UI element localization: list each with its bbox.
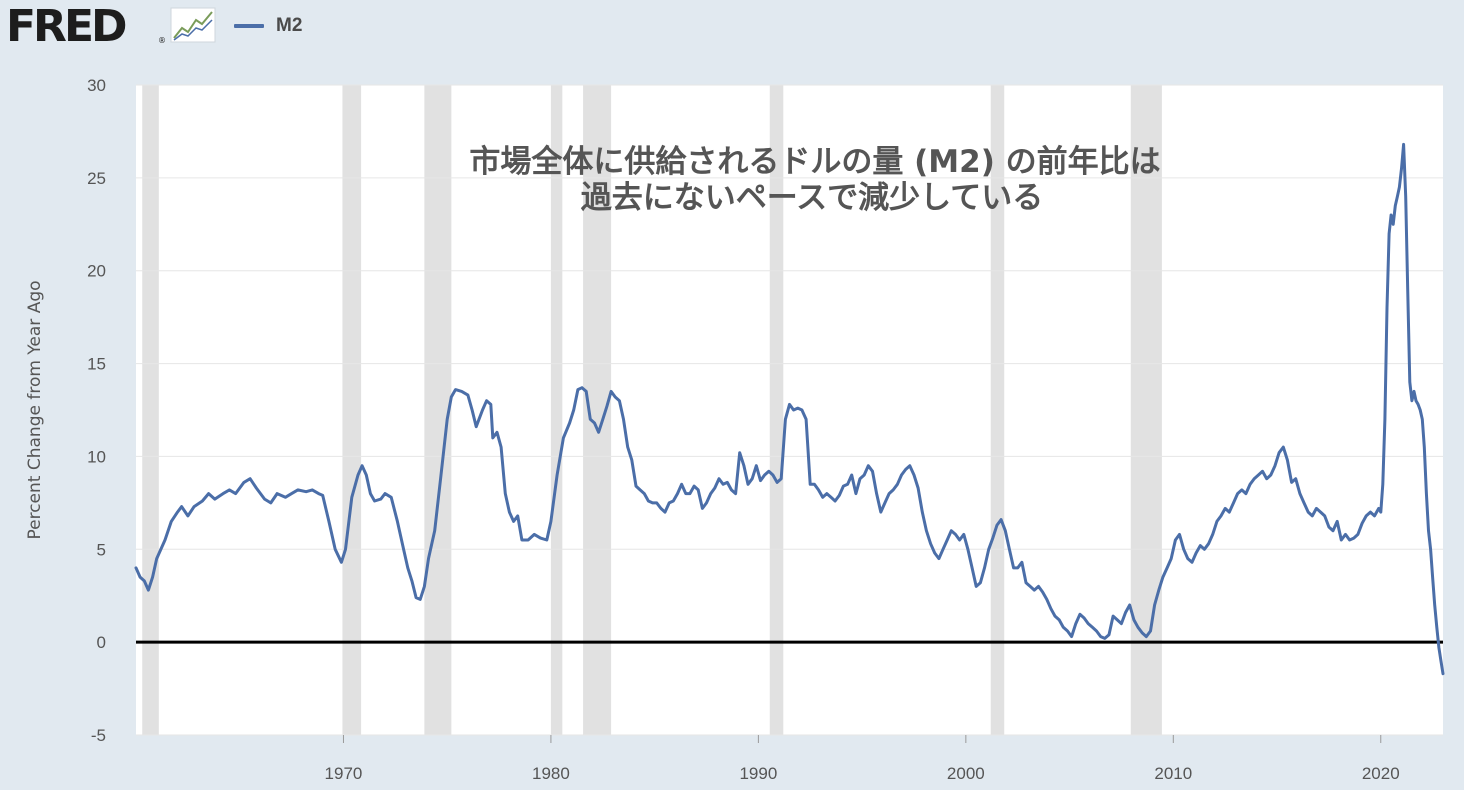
x-tick-label: 2020 — [1362, 764, 1400, 783]
line-graph-icon — [170, 7, 216, 43]
annotation-line-1: 市場全体に供給されるドルの量 (M2) の前年比は — [469, 144, 1160, 180]
y-tick-label: 25 — [87, 169, 106, 188]
x-tick-label: 1990 — [739, 764, 777, 783]
legend-label: M2 — [276, 15, 303, 36]
legend[interactable]: M2 — [234, 12, 302, 40]
y-axis-label: Percent Change from Year Ago — [25, 280, 45, 539]
legend-swatch — [234, 24, 264, 28]
y-tick-label: 20 — [87, 262, 106, 281]
x-axis-ticks: 1970 1980 1990 2000 2010 2020 — [325, 735, 1400, 783]
y-tick-label: 0 — [97, 633, 106, 652]
fred-logo[interactable]: FRED — [6, 1, 128, 52]
annotation-line-2: 過去にないペースで減少している — [581, 180, 1044, 216]
x-tick-label: 1980 — [532, 764, 570, 783]
recession-band — [769, 85, 784, 735]
x-tick-label: 2000 — [947, 764, 985, 783]
registered-mark: ® — [158, 36, 166, 45]
recession-band — [424, 85, 452, 735]
header: FRED ® M2 — [0, 0, 1464, 60]
y-tick-label: -5 — [91, 726, 106, 745]
y-tick-label: 10 — [87, 447, 106, 466]
y-tick-label: 30 — [87, 76, 106, 95]
series-line-m2 — [134, 142, 1445, 676]
y-axis-ticks: -5 0 5 10 15 20 25 30 — [87, 76, 106, 745]
recession-band — [550, 85, 563, 735]
y-tick-label: 15 — [87, 355, 106, 374]
recession-band — [142, 85, 159, 735]
recession-band — [990, 85, 1005, 735]
y-tick-label: 5 — [97, 540, 106, 559]
x-tick-label: 2010 — [1154, 764, 1192, 783]
x-tick-label: 1970 — [325, 764, 363, 783]
recession-band — [342, 85, 362, 735]
